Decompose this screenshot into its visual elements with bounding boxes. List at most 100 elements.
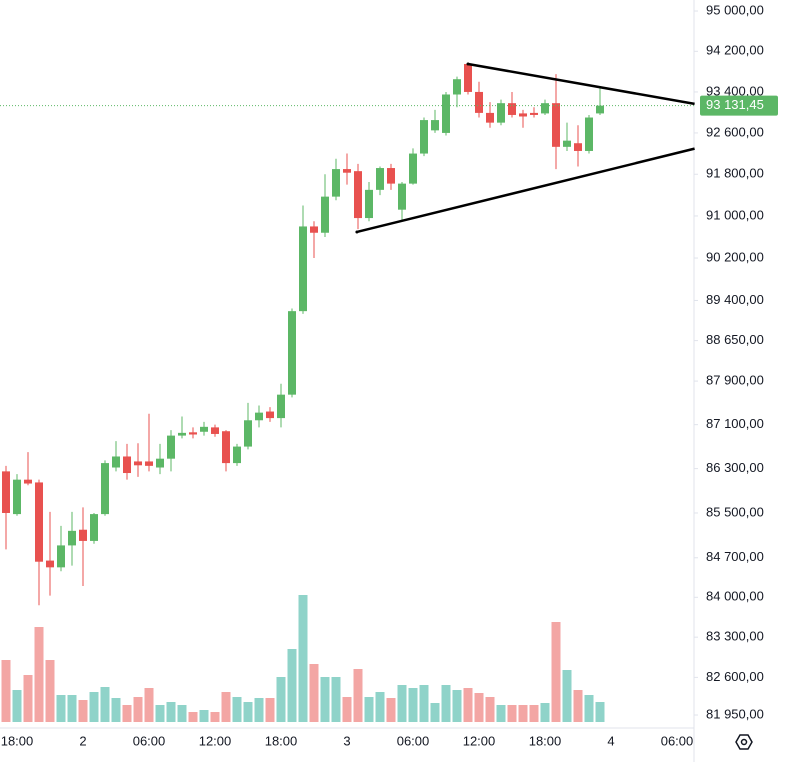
candle-body: [233, 446, 241, 464]
trendline-anchor: [466, 62, 470, 66]
volume-bar: [441, 685, 451, 722]
candle-body: [167, 435, 175, 459]
candle-body: [90, 514, 98, 541]
volume-bar: [199, 710, 209, 722]
volume-bar: [45, 660, 55, 722]
candle-body: [288, 311, 296, 395]
volume-bar: [133, 697, 143, 722]
volume-bar: [122, 705, 132, 722]
candle-body: [79, 529, 87, 541]
trendline-anchor: [355, 230, 359, 234]
volume-bar: [496, 705, 506, 722]
candle-body: [35, 482, 43, 562]
x-tick-label: 2: [79, 733, 86, 748]
candle-body: [541, 103, 549, 114]
volume-bar: [1, 660, 11, 722]
candle-body: [486, 112, 494, 123]
candle-body: [442, 94, 450, 133]
last-price-label: 93 131,45: [706, 97, 764, 112]
volume-bar: [375, 692, 385, 722]
volume-bar: [210, 712, 220, 722]
volume-bar: [397, 685, 407, 722]
volume-bar: [573, 690, 583, 722]
candle-body: [222, 431, 230, 464]
candle-body: [266, 411, 274, 419]
y-tick-label: 92 600,00: [706, 124, 764, 139]
x-tick-label: 12:00: [463, 733, 496, 748]
candle-body: [178, 432, 186, 436]
volume-bar: [551, 622, 561, 722]
candle-body: [255, 412, 263, 421]
y-tick-label: 81 950,00: [706, 706, 764, 721]
candle-body: [431, 120, 439, 131]
volume-bar: [584, 695, 594, 722]
x-tick-label: 3: [343, 733, 350, 748]
y-tick-label: 94 200,00: [706, 43, 764, 58]
y-tick-label: 91 800,00: [706, 166, 764, 181]
volume-bar: [144, 688, 154, 722]
volume-bar: [111, 698, 121, 722]
candle-body: [585, 117, 593, 151]
candle-body: [156, 458, 164, 468]
candle-body: [475, 91, 483, 113]
x-tick-label: 06:00: [133, 733, 166, 748]
volume-bar: [188, 712, 198, 722]
x-tick-label: 18:00: [265, 733, 298, 748]
volume-bar: [518, 705, 528, 722]
candle-body: [13, 479, 21, 515]
volume-bar: [166, 702, 176, 722]
volume-bar: [463, 688, 473, 722]
y-tick-label: 82 600,00: [706, 669, 764, 684]
volume-bar: [386, 698, 396, 722]
settings-button[interactable]: [735, 734, 753, 750]
candle-body: [519, 113, 527, 117]
volume-bar: [408, 688, 418, 722]
volume-bar: [89, 692, 99, 722]
volume-bar: [430, 703, 440, 722]
volume-bar: [232, 697, 242, 722]
volume-bar: [419, 685, 429, 722]
candle-body: [398, 183, 406, 210]
volume-bar: [243, 702, 253, 722]
settings-icon: [735, 734, 753, 750]
candle-body: [244, 420, 252, 447]
candle-body: [552, 103, 560, 147]
y-tick-label: 90 200,00: [706, 249, 764, 264]
candle-body: [530, 112, 538, 115]
volume-bar: [34, 627, 44, 722]
candle-body: [310, 226, 318, 233]
y-tick-label: 87 100,00: [706, 416, 764, 431]
candle-body: [24, 479, 32, 484]
candle-body: [508, 103, 516, 115]
volume-bar: [595, 702, 605, 722]
y-tick-label: 87 900,00: [706, 373, 764, 388]
y-tick-label: 85 500,00: [706, 504, 764, 519]
candle-body: [332, 169, 340, 197]
volume-bar: [56, 695, 66, 722]
y-tick-label: 89 400,00: [706, 292, 764, 307]
candle-body: [464, 63, 472, 92]
volume-bar: [298, 595, 308, 722]
volume-bar: [155, 705, 165, 722]
candle-body: [189, 432, 197, 435]
candle-body: [200, 426, 208, 432]
candle-body: [2, 471, 10, 513]
y-tick-label: 83 300,00: [706, 629, 764, 644]
candle-body: [46, 560, 54, 568]
volume-bar: [331, 677, 341, 722]
candle-body: [343, 169, 351, 173]
y-tick-label: 86 300,00: [706, 460, 764, 475]
y-tick-label: 91 000,00: [706, 207, 764, 222]
volume-bar: [485, 697, 495, 722]
x-tick-label: 18:00: [529, 733, 562, 748]
candle-body: [365, 189, 373, 219]
x-tick-label: 4: [607, 733, 614, 748]
volume-bar: [529, 705, 539, 722]
x-tick-label: 12:00: [199, 733, 232, 748]
volume-bar: [78, 700, 88, 722]
candle-body: [497, 103, 505, 123]
volume-bar: [342, 697, 352, 722]
candle-body: [145, 461, 153, 466]
candle-body: [596, 105, 604, 114]
